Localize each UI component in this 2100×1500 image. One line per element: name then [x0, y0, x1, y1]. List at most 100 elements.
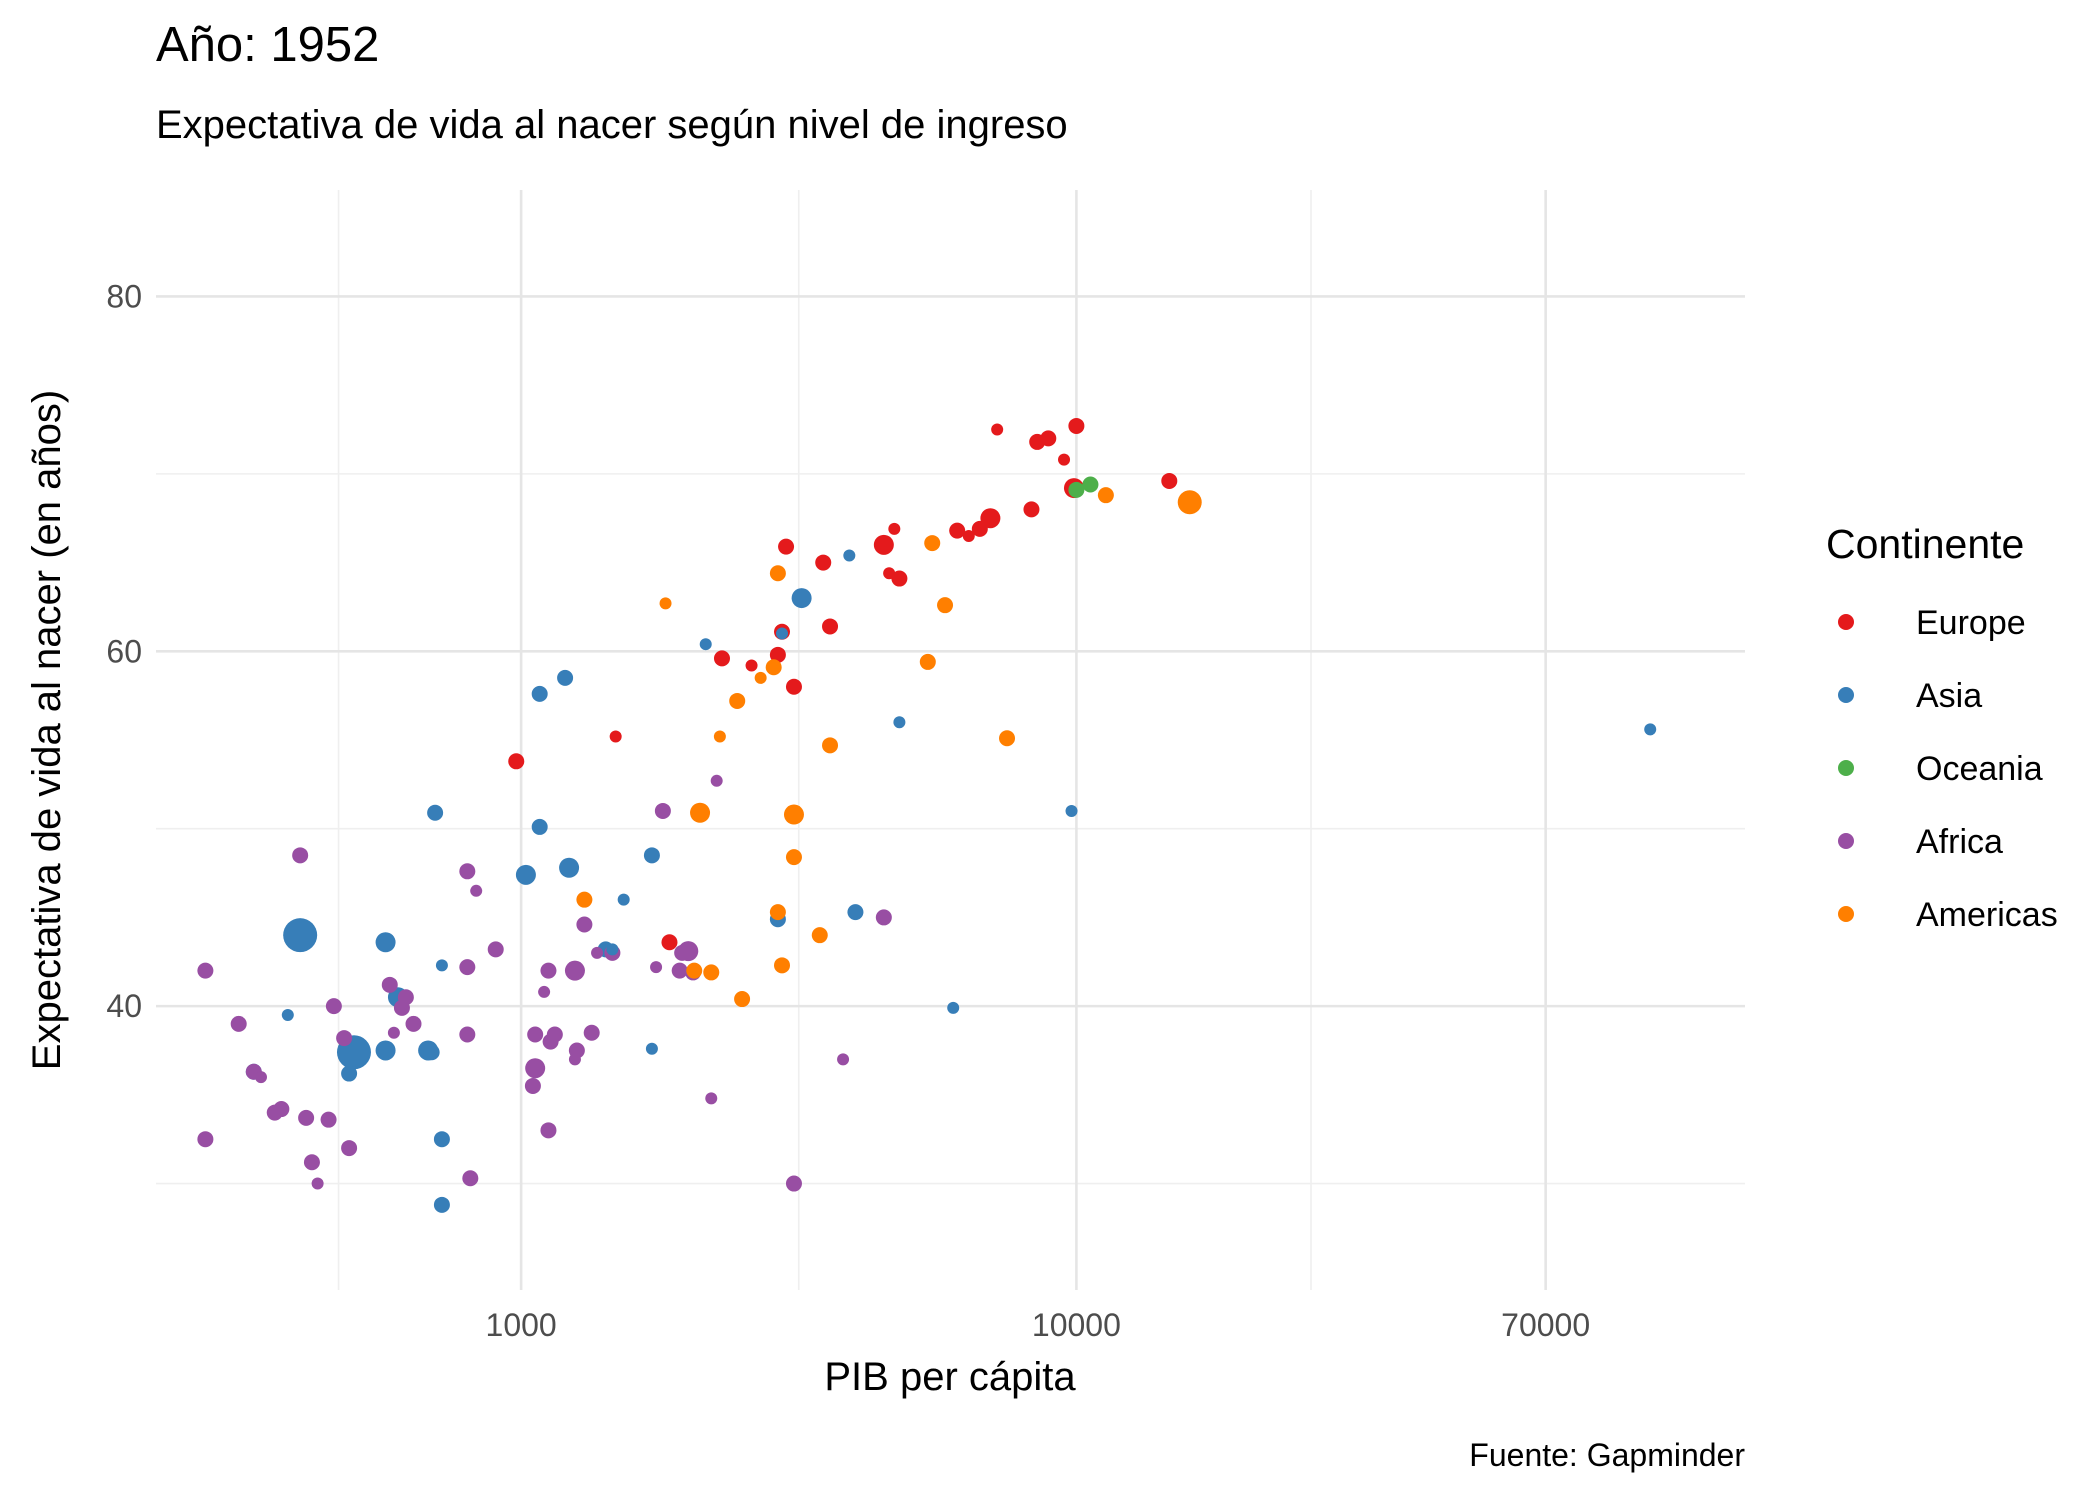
x-tick-label: 1000 [486, 1307, 557, 1343]
data-point-europe [745, 659, 758, 672]
legend-label: Oceania [1916, 750, 2043, 788]
data-point-africa [459, 959, 476, 976]
data-point-africa [266, 1104, 283, 1121]
data-point-africa [875, 909, 892, 926]
data-point-americas [765, 659, 782, 676]
data-point-asia [947, 1001, 960, 1014]
data-point-africa [591, 946, 604, 959]
data-point-africa [197, 1131, 214, 1148]
data-point-asia [776, 627, 789, 640]
data-point-americas [783, 804, 804, 825]
chart-subtitle: Expectativa de vida al nacer según nivel… [156, 103, 1068, 147]
data-point-asia [643, 847, 660, 864]
data-point-africa [564, 960, 585, 981]
data-point-africa [320, 1111, 337, 1128]
data-point-europe [873, 534, 894, 555]
data-point-asia [893, 716, 906, 729]
legend-key-africa [1838, 833, 1854, 849]
data-point-americas [659, 597, 672, 610]
data-point-asia [559, 857, 580, 878]
data-point-americas [713, 730, 726, 743]
data-point-americas [924, 535, 941, 552]
data-point-asia [427, 804, 444, 821]
data-point-americas [919, 653, 936, 670]
data-point-americas [785, 849, 802, 866]
data-point-africa [336, 1030, 353, 1047]
data-point-europe [888, 522, 901, 535]
data-point-africa [311, 1177, 324, 1190]
data-point-europe [1161, 472, 1178, 489]
data-point-europe [1058, 453, 1071, 466]
data-point-europe [661, 934, 678, 951]
data-point-africa [576, 916, 593, 933]
chart-caption: Fuente: Gapminder [1469, 1437, 1745, 1473]
data-point-americas [769, 904, 786, 921]
data-point-asia [699, 638, 712, 651]
data-point-africa [525, 1058, 546, 1079]
legend-label: Africa [1916, 823, 2003, 861]
data-point-africa [292, 847, 309, 864]
data-point-africa [393, 999, 410, 1016]
data-point-africa [710, 774, 723, 787]
data-point-africa [303, 1154, 320, 1171]
data-point-europe [1023, 501, 1040, 518]
data-points [197, 417, 1657, 1213]
data-point-oceania [1082, 476, 1099, 493]
data-point-europe [769, 646, 786, 663]
data-point-europe [949, 522, 966, 539]
data-point-africa [671, 962, 688, 979]
data-point-asia [433, 1196, 450, 1213]
legend-key-asia [1838, 687, 1854, 703]
data-point-africa [298, 1109, 315, 1126]
data-point-americas [734, 991, 751, 1008]
data-point-africa [405, 1015, 422, 1032]
data-point-europe [785, 678, 802, 695]
data-point-asia [531, 685, 548, 702]
data-point-americas [769, 565, 786, 582]
y-axis-ticks: 40 60 80 [106, 278, 142, 1024]
data-point-africa [459, 863, 476, 880]
data-point-europe [822, 618, 839, 635]
data-point-americas [937, 597, 954, 614]
data-point-africa [459, 1026, 476, 1043]
data-point-asia [843, 549, 856, 562]
x-axis-ticks: 1000 10000 70000 [486, 1307, 1591, 1343]
y-tick-label: 60 [106, 633, 142, 669]
y-axis-title: Expectativa de vida al nacer (en años) [25, 390, 69, 1070]
data-point-europe [713, 650, 730, 667]
data-point-asia [791, 588, 812, 609]
data-point-africa [650, 961, 663, 974]
x-tick-label: 70000 [1501, 1307, 1590, 1343]
data-point-americas [703, 964, 720, 981]
data-point-europe [778, 538, 795, 555]
data-point-asia [847, 904, 864, 921]
legend-label: Americas [1916, 896, 2058, 934]
grid [156, 190, 1745, 1290]
data-point-americas [576, 891, 593, 908]
data-point-africa [381, 976, 398, 993]
data-point-africa [568, 1053, 581, 1066]
data-point-europe [962, 529, 975, 542]
data-point-europe [609, 730, 622, 743]
data-point-americas [822, 737, 839, 754]
data-point-europe [991, 423, 1004, 436]
legend-label: Europe [1916, 604, 2026, 642]
data-point-americas [811, 927, 828, 944]
legend-key-oceania [1838, 760, 1854, 776]
data-point-americas [1097, 487, 1114, 504]
data-point-asia [283, 918, 318, 953]
x-tick-label: 10000 [1032, 1307, 1121, 1343]
data-point-africa [654, 802, 671, 819]
data-point-europe [971, 520, 988, 537]
data-point-africa [785, 1175, 802, 1192]
data-point-asia [557, 669, 574, 686]
data-point-oceania [1068, 481, 1085, 498]
data-point-asia [1065, 804, 1078, 817]
data-point-africa [230, 1015, 247, 1032]
chart-title: Año: 1952 [156, 18, 379, 72]
x-axis-title: PIB per cápita [824, 1355, 1076, 1399]
data-point-africa [674, 944, 691, 961]
data-point-europe [815, 554, 832, 571]
legend-label: Asia [1916, 677, 1982, 715]
